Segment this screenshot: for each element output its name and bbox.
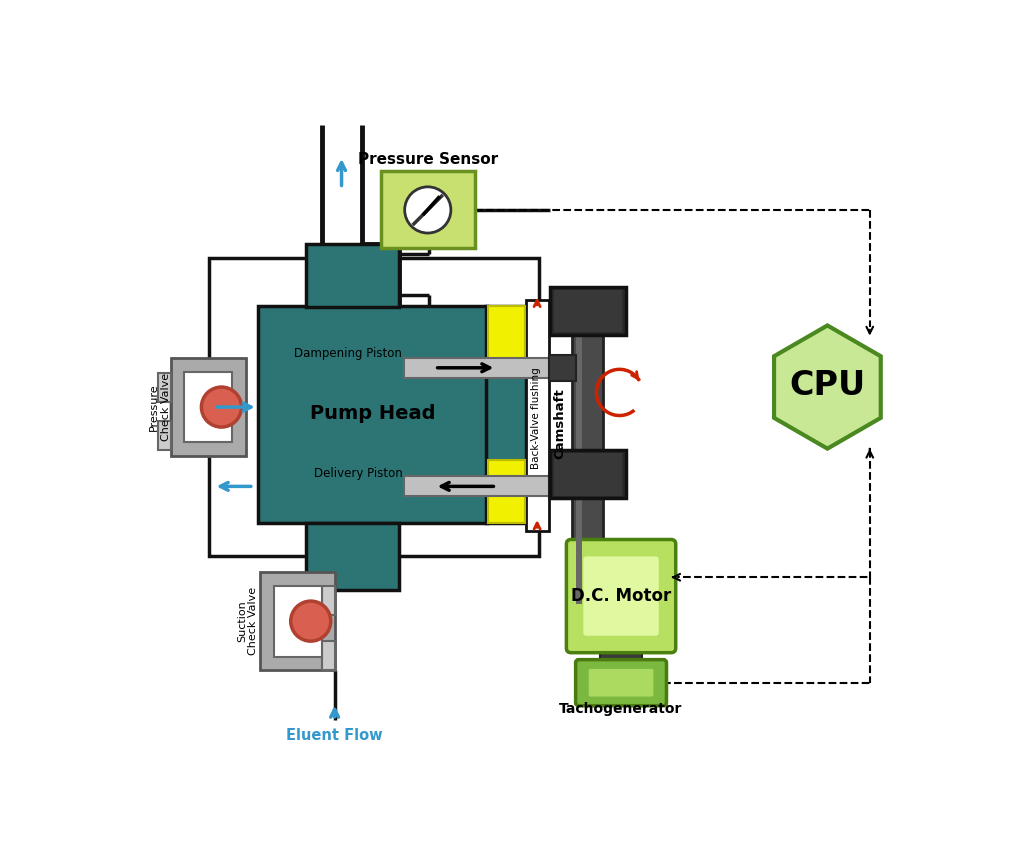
Text: CPU: CPU — [790, 369, 865, 402]
FancyBboxPatch shape — [566, 539, 676, 652]
Bar — [554, 454, 622, 496]
Text: Tachogenerator: Tachogenerator — [559, 702, 683, 716]
Polygon shape — [774, 326, 881, 448]
Bar — [549, 473, 575, 499]
Bar — [554, 290, 622, 333]
Bar — [582, 498, 603, 546]
Bar — [159, 373, 171, 403]
Bar — [403, 476, 569, 497]
FancyBboxPatch shape — [575, 659, 667, 706]
Bar — [171, 358, 246, 456]
Bar — [487, 461, 525, 524]
Bar — [486, 306, 526, 524]
Bar — [260, 572, 336, 670]
Circle shape — [291, 601, 331, 641]
Text: Suction
Check Valve: Suction Check Valve — [237, 587, 258, 655]
Text: Dampening Piston: Dampening Piston — [295, 347, 402, 360]
Text: D.C. Motor: D.C. Motor — [571, 588, 671, 606]
Bar — [550, 450, 626, 498]
Bar — [403, 358, 569, 378]
Text: Pump Head: Pump Head — [309, 403, 435, 422]
Circle shape — [404, 187, 451, 233]
Bar — [381, 171, 475, 249]
Bar — [322, 641, 335, 670]
Bar — [575, 289, 582, 604]
Bar — [549, 355, 575, 381]
Text: Camshaft: Camshaft — [554, 388, 566, 459]
Text: Pressure
Check Valve: Pressure Check Valve — [150, 373, 171, 442]
Bar — [258, 306, 487, 524]
Bar — [306, 523, 398, 590]
Circle shape — [202, 387, 242, 427]
Bar — [159, 421, 171, 450]
Text: Eluent Flow: Eluent Flow — [287, 727, 383, 743]
Bar — [571, 289, 602, 604]
Text: Pressure Sensor: Pressure Sensor — [357, 152, 498, 167]
Bar — [322, 586, 335, 615]
Bar — [273, 586, 322, 657]
FancyBboxPatch shape — [584, 556, 658, 636]
Bar — [487, 306, 525, 369]
Bar — [600, 648, 642, 664]
Text: Delivery Piston: Delivery Piston — [313, 467, 402, 480]
FancyBboxPatch shape — [589, 669, 653, 696]
Bar — [550, 287, 626, 334]
Bar — [306, 244, 398, 307]
Bar — [525, 300, 549, 531]
Bar — [184, 372, 232, 442]
Bar — [209, 257, 539, 556]
Text: Back-Valve flushing: Back-Valve flushing — [531, 367, 542, 468]
